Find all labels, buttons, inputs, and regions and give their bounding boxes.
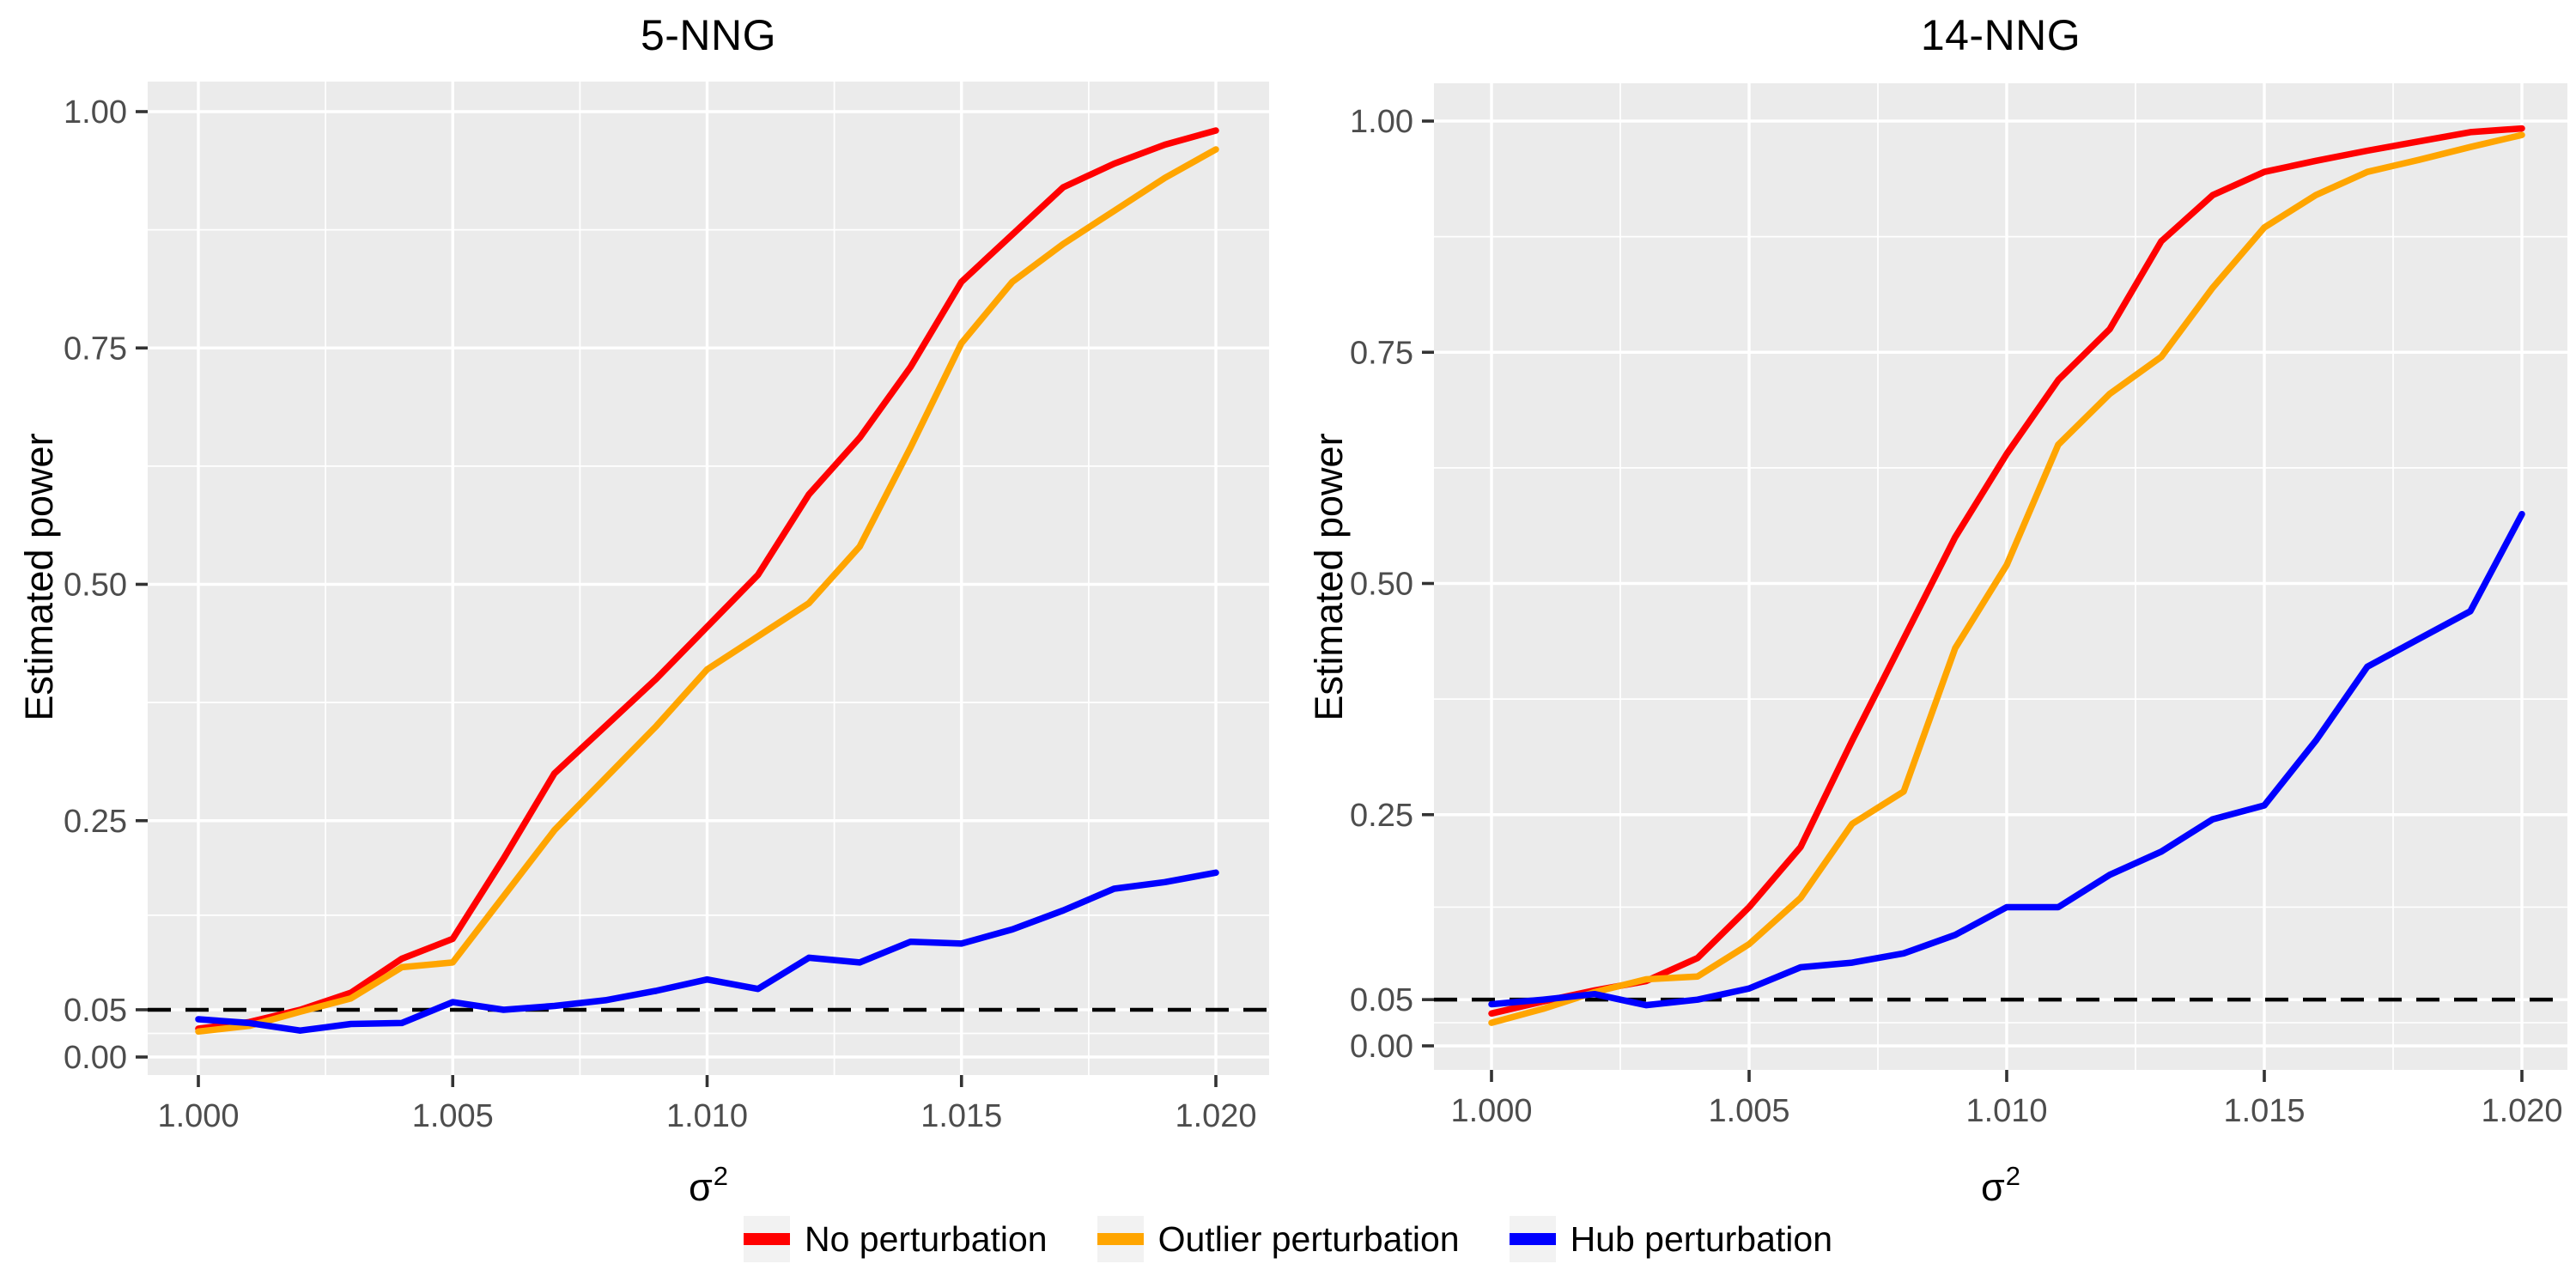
panel-title-5nng: 5-NNG — [640, 11, 777, 59]
series-line-outlier-perturbation — [195, 146, 1219, 1036]
legend: No perturbation Outlier perturbation Hub… — [0, 1216, 2576, 1262]
y-tick-label: 0.00 — [1350, 1029, 1413, 1065]
sigma-symbol: σ — [688, 1165, 713, 1209]
legend-key-outlier-perturbation — [1097, 1216, 1144, 1262]
legend-item-hub-perturbation: Hub perturbation — [1509, 1216, 1832, 1262]
y-tick-label: 0.75 — [1350, 335, 1413, 371]
panel-title-14nng: 14-NNG — [1920, 11, 2081, 59]
series-line-no-perturbation — [1488, 125, 2525, 1018]
x-tick-label: 1.020 — [1175, 1098, 1256, 1134]
orange-line-swatch-icon — [1097, 1233, 1144, 1245]
x-tick-label: 1.015 — [920, 1098, 1002, 1134]
y-tick-label: 0.50 — [1350, 567, 1413, 603]
legend-label-no-perturbation: No perturbation — [804, 1218, 1048, 1259]
y-tick-label: 0.25 — [64, 804, 127, 840]
series-line-no-perturbation — [195, 127, 1219, 1032]
y-axis-title-left: Estimated power — [17, 433, 61, 721]
legend-label-hub-perturbation: Hub perturbation — [1570, 1218, 1832, 1259]
x-tick-label: 1.010 — [666, 1098, 748, 1134]
sigma-exponent: 2 — [713, 1161, 729, 1191]
series-line-hub-perturbation — [195, 869, 1219, 1034]
y-tick-label: 0.50 — [64, 568, 127, 604]
y-tick-label: 1.00 — [64, 94, 127, 131]
red-line-swatch-icon — [743, 1233, 790, 1245]
x-tick-label: 1.000 — [1450, 1093, 1532, 1129]
legend-item-outlier-perturbation: Outlier perturbation — [1097, 1216, 1460, 1262]
legend-item-no-perturbation: No perturbation — [743, 1216, 1048, 1262]
series-line-hub-perturbation — [1488, 510, 2525, 1009]
legend-label-outlier-perturbation: Outlier perturbation — [1157, 1218, 1460, 1259]
blue-line-swatch-icon — [1509, 1233, 1556, 1245]
x-tick-label: 1.010 — [1965, 1093, 2047, 1129]
y-tick-label: 0.05 — [1350, 982, 1413, 1018]
x-tick-label: 1.020 — [2481, 1093, 2562, 1129]
x-tick-label: 1.015 — [2223, 1093, 2305, 1129]
x-tick-label: 1.005 — [1708, 1093, 1789, 1129]
sigma-symbol: σ — [1980, 1165, 2005, 1209]
y-axis-title-right: Estimated power — [1307, 433, 1351, 721]
x-tick-label: 1.000 — [157, 1098, 239, 1134]
x-axis-title-right: σ2 — [1434, 1161, 2567, 1210]
y-tick-label: 0.00 — [64, 1040, 127, 1076]
legend-key-hub-perturbation — [1509, 1216, 1556, 1262]
y-tick-label: 1.00 — [1350, 104, 1413, 140]
legend-key-no-perturbation — [743, 1216, 790, 1262]
series-line-outlier-perturbation — [1488, 131, 2525, 1026]
y-tick-label: 0.05 — [64, 993, 127, 1029]
sigma-exponent: 2 — [2005, 1161, 2021, 1191]
y-tick-label: 0.75 — [64, 331, 127, 367]
x-tick-label: 1.005 — [412, 1098, 494, 1134]
x-axis-title-left: σ2 — [148, 1161, 1269, 1210]
y-tick-label: 0.25 — [1350, 798, 1413, 834]
